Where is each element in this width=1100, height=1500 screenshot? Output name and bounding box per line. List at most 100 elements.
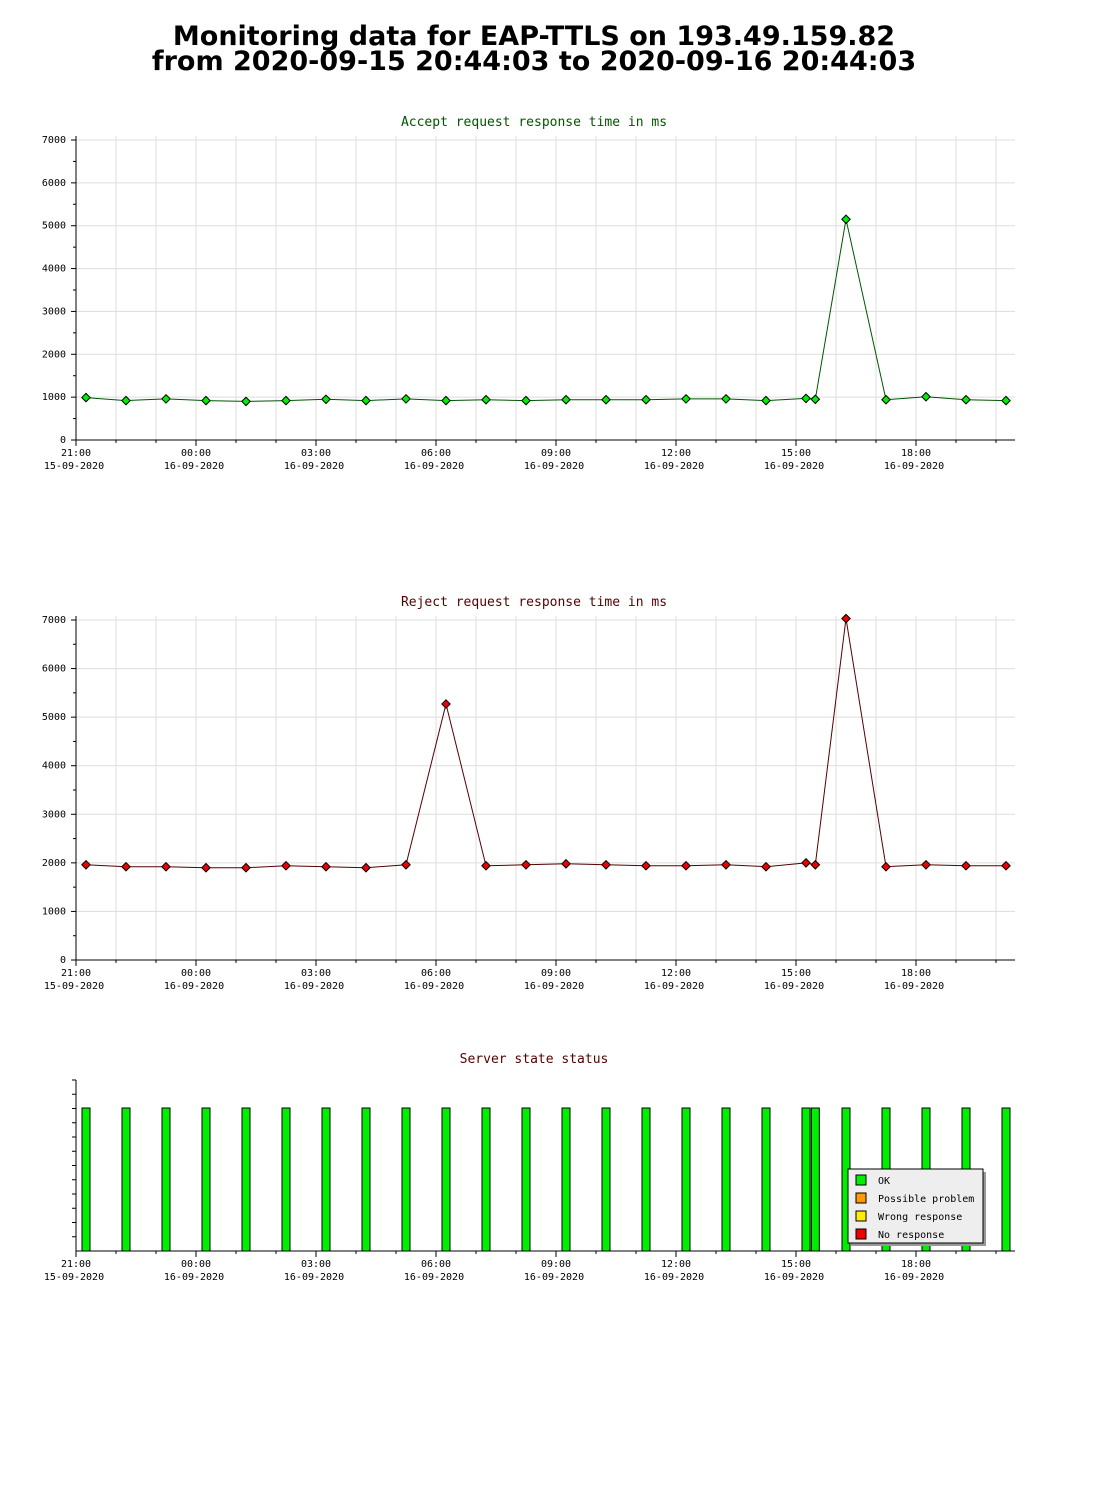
status-bar — [321, 1107, 331, 1252]
reject-data-point — [241, 862, 251, 873]
status-bar — [281, 1107, 291, 1252]
accept-y-tick-label: 2000 — [42, 349, 66, 360]
reject-y-tick-label: 6000 — [42, 664, 66, 675]
accept-x-tick-date: 16-09-2020 — [644, 461, 704, 472]
reject-data-point — [681, 860, 691, 871]
accept-y-tick-label: 6000 — [42, 178, 66, 189]
status-bar — [801, 1107, 811, 1252]
accept-x-tick-time: 09:00 — [541, 448, 571, 459]
reject-x-tick-time: 00:00 — [181, 968, 211, 979]
accept-data-point — [881, 394, 891, 405]
reject-x-tick-time: 18:00 — [901, 968, 931, 979]
accept-x-tick-date: 15-09-2020 — [44, 461, 104, 472]
reject-data-point — [601, 859, 611, 870]
reject-data-point — [321, 861, 331, 872]
reject-data-point — [961, 860, 971, 871]
reject-x-tick-date: 15-09-2020 — [44, 981, 104, 992]
reject-response-chart: Reject request response time in ms 0 1000 2… — [42, 595, 1015, 992]
reject-x-tick-time: 06:00 — [421, 968, 451, 979]
accept-data-point — [401, 393, 411, 404]
reject-data-point — [441, 699, 451, 709]
status-x-tick-time: 09:00 — [541, 1259, 571, 1270]
accept-data-point — [481, 394, 491, 405]
accept-data-point — [1001, 395, 1011, 406]
status-x-tick-time: 03:00 — [301, 1259, 331, 1270]
reject-data-point — [201, 862, 211, 873]
status-bar — [681, 1107, 691, 1252]
legend-swatch — [855, 1174, 867, 1186]
status-bar — [561, 1107, 571, 1252]
reject-data-point — [561, 858, 571, 869]
status-bar — [361, 1107, 371, 1252]
status-bar — [481, 1107, 491, 1252]
accept-chart-title: Accept request response time in ms — [401, 115, 667, 130]
accept-data-point — [321, 394, 331, 405]
status-x-tick-date: 16-09-2020 — [764, 1272, 824, 1283]
status-x-tick-time: 21:00 — [61, 1259, 91, 1270]
accept-y-tick-label: 3000 — [42, 306, 66, 317]
reject-x-tick-time: 21:00 — [61, 968, 91, 979]
status-bar — [521, 1107, 531, 1252]
reject-data-point — [121, 861, 131, 872]
reject-data-point — [810, 859, 821, 870]
status-bar — [810, 1107, 820, 1252]
reject-x-tick-date: 16-09-2020 — [404, 981, 464, 992]
legend-box — [847, 1168, 984, 1244]
accept-x-tick-time: 18:00 — [901, 448, 931, 459]
accept-data-point — [810, 394, 821, 405]
accept-x-tick-time: 00:00 — [181, 448, 211, 459]
accept-data-point — [801, 393, 811, 404]
status-x-tick-time: 06:00 — [421, 1259, 451, 1270]
legend-label: No response — [878, 1230, 944, 1241]
accept-data-point — [921, 391, 931, 402]
status-x-tick-date: 16-09-2020 — [404, 1272, 464, 1283]
accept-x-tick-time: 15:00 — [781, 448, 811, 459]
reject-data-point — [761, 861, 771, 872]
accept-data-point — [681, 393, 691, 404]
reject-y-tick-label: 4000 — [42, 761, 66, 772]
reject-series-line — [85, 618, 1006, 869]
status-bar — [601, 1107, 611, 1252]
status-chart-title: Server state status — [460, 1052, 609, 1067]
reject-data-point — [521, 859, 531, 870]
status-bar — [1001, 1107, 1011, 1252]
status-x-tick-time: 15:00 — [781, 1259, 811, 1270]
reject-x-tick-date: 16-09-2020 — [524, 981, 584, 992]
reject-x-tick-date: 16-09-2020 — [884, 981, 944, 992]
accept-x-tick-date: 16-09-2020 — [404, 461, 464, 472]
accept-data-point — [761, 395, 771, 406]
reject-data-point — [481, 860, 491, 871]
reject-y-tick-label: 0 — [60, 955, 66, 966]
page-title-line-1: Monitoring data for EAP-TTLS on 193.49.1… — [172, 21, 896, 52]
status-bar — [641, 1107, 651, 1252]
legend-swatch — [855, 1210, 867, 1222]
accept-data-point — [281, 395, 291, 406]
status-x-tick-date: 16-09-2020 — [284, 1272, 344, 1283]
accept-data-point — [641, 394, 651, 405]
reject-data-point — [921, 859, 931, 870]
status-bar — [121, 1107, 131, 1252]
reject-data-point — [881, 861, 891, 872]
status-bar — [401, 1107, 411, 1252]
status-bar — [241, 1107, 251, 1252]
reject-y-tick-label: 5000 — [42, 712, 66, 723]
accept-data-point — [521, 395, 531, 406]
accept-data-point — [161, 393, 171, 404]
legend-label: Wrong response — [878, 1212, 962, 1223]
accept-y-tick-label: 4000 — [42, 264, 66, 275]
accept-data-point — [561, 394, 571, 405]
accept-x-tick-date: 16-09-2020 — [164, 461, 224, 472]
reject-y-tick-label: 3000 — [42, 809, 66, 820]
accept-data-point — [961, 394, 971, 405]
accept-x-tick-time: 12:00 — [661, 448, 691, 459]
reject-x-tick-time: 03:00 — [301, 968, 331, 979]
server-status-chart: Server state status 21:00 15-09-2020 00:00 1… — [44, 1052, 1015, 1283]
accept-x-tick-date: 16-09-2020 — [524, 461, 584, 472]
status-x-tick-time: 18:00 — [901, 1259, 931, 1270]
accept-data-point — [601, 394, 611, 405]
accept-data-point — [361, 395, 371, 406]
status-x-tick-date: 16-09-2020 — [644, 1272, 704, 1283]
accept-data-point — [441, 395, 451, 406]
reject-y-tick-label: 1000 — [42, 906, 66, 917]
accept-x-tick-time: 06:00 — [421, 448, 451, 459]
